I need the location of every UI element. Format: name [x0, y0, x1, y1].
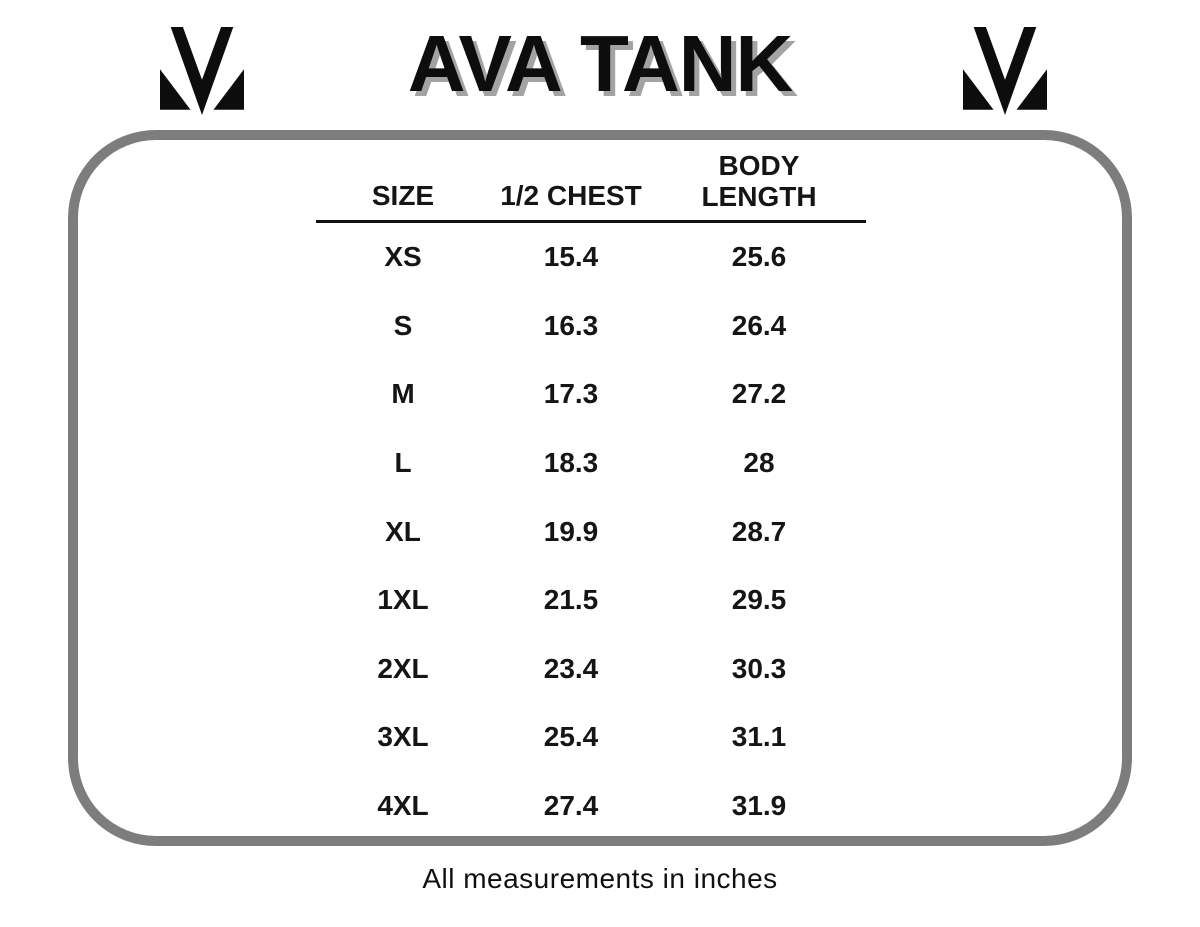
table-row: S 16.3 26.4 [316, 292, 866, 361]
half-chest-cell: 27.4 [543, 790, 599, 822]
size-cell: 1XL [377, 584, 429, 616]
body-length-cell: 31.9 [731, 790, 787, 822]
column-header-body-length: BODY LENGTH [652, 150, 866, 212]
page-title: AVA TANK [407, 19, 794, 108]
table-row: 3XL 25.4 31.1 [316, 703, 866, 772]
size-chart-table: SIZE 1/2 CHEST BODY LENGTH XS 15.4 25.6 … [316, 150, 866, 840]
body-length-cell: 31.1 [731, 721, 787, 753]
logo-left [160, 27, 244, 115]
size-cell: 3XL [377, 721, 429, 753]
table-row: M 17.3 27.2 [316, 360, 866, 429]
body-length-cell: 27.2 [731, 378, 787, 410]
size-cell: XL [385, 515, 421, 547]
body-length-cell: 30.3 [731, 652, 787, 684]
table-body: XS 15.4 25.6 S 16.3 26.4 M 17.3 27.2 L 1… [316, 223, 866, 840]
column-header-body-length-line1: BODY [718, 150, 800, 181]
table-row: L 18.3 28 [316, 429, 866, 498]
size-cell: 4XL [377, 790, 429, 822]
logo-right [963, 27, 1047, 115]
body-length-cell: 28 [743, 447, 775, 479]
column-header-body-length-line2: LENGTH [701, 181, 817, 212]
column-header-size: SIZE [371, 180, 435, 211]
m-monogram-icon [963, 27, 1047, 115]
size-cell: XS [384, 241, 422, 273]
chart-border-frame [68, 130, 1132, 846]
half-chest-cell: 19.9 [543, 515, 599, 547]
body-length-cell: 29.5 [731, 584, 787, 616]
size-cell: S [393, 309, 413, 341]
table-row: 2XL 23.4 30.3 [316, 635, 866, 704]
half-chest-cell: 18.3 [543, 447, 599, 479]
table-row: XL 19.9 28.7 [316, 497, 866, 566]
table-header-row: SIZE 1/2 CHEST BODY LENGTH [316, 150, 866, 223]
half-chest-cell: 15.4 [543, 241, 599, 273]
measurements-note: All measurements in inches [422, 863, 778, 894]
half-chest-cell: 16.3 [543, 309, 599, 341]
body-length-cell: 28.7 [731, 515, 787, 547]
half-chest-cell: 25.4 [543, 721, 599, 753]
body-length-cell: 25.6 [731, 241, 787, 273]
body-length-cell: 26.4 [731, 309, 787, 341]
column-header-half-chest: 1/2 CHEST [500, 180, 642, 211]
size-cell: L [394, 447, 412, 479]
m-monogram-icon [160, 27, 244, 115]
size-cell: M [391, 378, 415, 410]
half-chest-cell: 17.3 [543, 378, 599, 410]
half-chest-cell: 23.4 [543, 652, 599, 684]
table-row: 4XL 27.4 31.9 [316, 772, 866, 841]
size-cell: 2XL [377, 652, 429, 684]
half-chest-cell: 21.5 [543, 584, 599, 616]
table-row: XS 15.4 25.6 [316, 223, 866, 292]
table-row: 1XL 21.5 29.5 [316, 566, 866, 635]
